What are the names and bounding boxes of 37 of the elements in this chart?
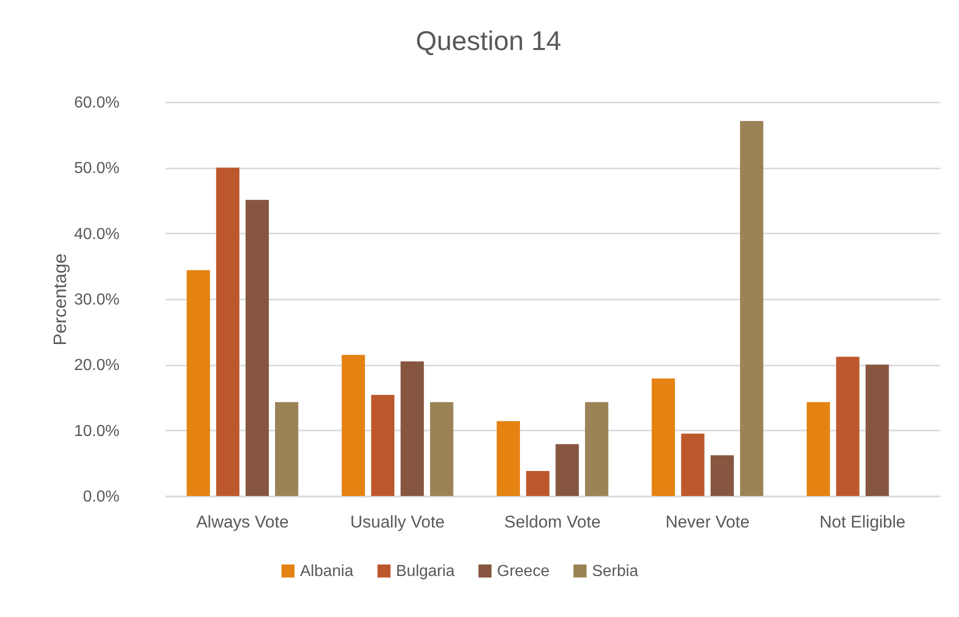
- bar: [740, 121, 764, 496]
- y-tick-label: 30.0%: [74, 292, 120, 308]
- bar: [430, 402, 454, 496]
- bar: [866, 364, 889, 496]
- legend-label: Albania: [300, 563, 354, 580]
- legend-label: Serbia: [592, 563, 638, 580]
- y-tick-label: 10.0%: [74, 422, 120, 440]
- bar: [806, 402, 830, 496]
- bar: [585, 402, 608, 496]
- x-tick-label: Never Vote: [665, 512, 750, 532]
- y-tick-label: 60.0%: [74, 94, 120, 112]
- bar: [342, 354, 365, 496]
- y-tick-label: 0.0%: [83, 488, 120, 506]
- x-tick-label: Seldom Vote: [504, 512, 601, 532]
- bar: [400, 361, 424, 496]
- legend-label: Greece: [497, 563, 550, 580]
- bar: [556, 444, 579, 496]
- x-tick-label: Always Vote: [196, 512, 289, 532]
- y-tick-label: 40.0%: [74, 226, 120, 243]
- bar: [710, 455, 734, 496]
- y-axis-title: Percentage: [50, 253, 70, 346]
- bar: [275, 402, 298, 496]
- bar: [526, 471, 550, 496]
- bar: [652, 378, 675, 496]
- x-tick-label: Usually Vote: [350, 512, 445, 532]
- bar: [836, 356, 860, 496]
- bar: [681, 434, 704, 496]
- x-tick-label: Not Eligible: [820, 512, 906, 532]
- y-tick-label: 20.0%: [74, 357, 120, 374]
- chart-title: Question 14: [416, 26, 562, 56]
- bar: [496, 421, 520, 496]
- bar: [216, 168, 240, 496]
- legend-label: Bulgaria: [396, 563, 455, 580]
- bar: [246, 200, 269, 496]
- y-tick-label: 50.0%: [74, 160, 120, 178]
- bar: [186, 270, 210, 496]
- bar: [371, 394, 394, 496]
